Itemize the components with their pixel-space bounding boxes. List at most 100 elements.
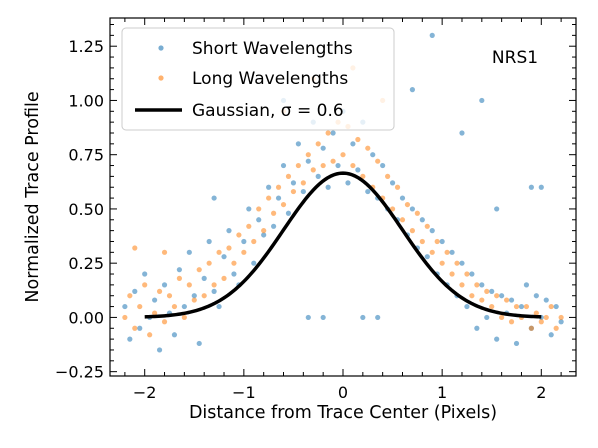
- long-wavelength-point: [280, 201, 287, 208]
- long-wavelength-point: [271, 210, 277, 216]
- long-wavelength-point: [231, 260, 237, 266]
- short-wavelength-point: [226, 228, 232, 234]
- short-wavelength-point: [335, 162, 341, 169]
- long-wavelength-point: [454, 260, 460, 266]
- short-wavelength-point: [533, 293, 539, 299]
- long-wavelength-point: [295, 162, 301, 169]
- long-wavelength-point: [350, 162, 356, 169]
- short-wavelength-point: [191, 293, 197, 299]
- long-wavelength-point: [429, 249, 435, 255]
- short-wavelength-point: [494, 336, 500, 342]
- short-wavelength-point: [330, 130, 336, 136]
- short-wavelength-point: [365, 188, 371, 195]
- legend: Short Wavelengths Long Wavelengths Gauss…: [121, 27, 395, 131]
- long-wavelength-point: [508, 319, 515, 325]
- short-wavelength-point: [360, 314, 366, 321]
- short-wavelength-point: [181, 303, 187, 310]
- long-wavelength-point: [261, 228, 267, 234]
- long-wavelength-point: [191, 297, 197, 303]
- x-tick-label: 1: [437, 383, 447, 402]
- y-tick-label: −0.25: [55, 363, 104, 382]
- plot-area: [122, 32, 564, 353]
- long-wavelength-point: [385, 173, 391, 179]
- long-wavelength-point: [523, 303, 530, 310]
- short-wavelength-point: [345, 180, 351, 186]
- y-tick-label: 0.50: [68, 200, 104, 219]
- long-wavelength-point: [152, 310, 158, 316]
- long-wavelength-point: [553, 325, 559, 331]
- short-wavelength-point: [459, 130, 465, 136]
- long-wavelength-point: [513, 303, 520, 310]
- legend-box: [121, 27, 395, 131]
- long-wavelength-point: [479, 297, 485, 303]
- legend-marker-short: [158, 45, 164, 51]
- short-wavelength-point: [275, 195, 282, 201]
- short-wavelength-point: [186, 249, 192, 255]
- long-wavelength-point: [414, 210, 420, 216]
- long-wavelength-point: [320, 162, 326, 169]
- long-wavelength-point: [305, 152, 311, 158]
- short-wavelength-point: [271, 223, 277, 229]
- long-wavelength-point: [300, 180, 306, 186]
- short-wavelength-point: [350, 141, 356, 147]
- short-wavelength-point: [499, 293, 505, 299]
- long-wavelength-point: [241, 249, 247, 255]
- long-wavelength-point: [340, 152, 346, 158]
- short-wavelength-point: [206, 238, 212, 245]
- long-wavelength-point: [439, 260, 445, 266]
- long-wavelength-point: [399, 217, 406, 223]
- long-wavelength-point: [196, 267, 202, 273]
- short-wavelength-point: [380, 162, 386, 169]
- annotation-label: NRS1: [492, 48, 538, 68]
- short-wavelength-point: [256, 217, 262, 223]
- short-wavelength-point: [439, 238, 445, 245]
- long-wavelength-point: [246, 223, 252, 229]
- short-wavelength-point: [320, 314, 326, 321]
- short-wavelength-point: [409, 206, 415, 212]
- short-wavelength-point: [142, 271, 148, 277]
- long-wavelength-point: [132, 325, 138, 331]
- short-wavelength-point: [419, 217, 425, 223]
- short-wavelength-point: [122, 303, 128, 310]
- long-wavelength-point: [310, 167, 316, 173]
- gaussian-line-layer: [144, 171, 542, 319]
- short-wavelength-point: [494, 206, 500, 212]
- long-wavelength-point: [266, 195, 272, 201]
- short-wavelength-point: [513, 340, 520, 347]
- long-wavelength-point: [290, 188, 297, 195]
- short-wavelength-point: [246, 206, 252, 212]
- short-wavelength-point: [201, 275, 207, 281]
- short-wavelength-point: [424, 254, 430, 260]
- short-wavelength-point: [127, 336, 133, 342]
- short-wavelength-point: [553, 303, 559, 310]
- long-wavelength-point: [494, 293, 500, 299]
- short-wavelength-point: [518, 303, 525, 310]
- short-wavelength-point: [137, 325, 143, 331]
- short-wavelength-point: [375, 314, 381, 321]
- short-wavelength-point: [320, 145, 326, 151]
- short-wavelength-point: [479, 97, 485, 104]
- short-wavelength-point: [300, 188, 306, 195]
- short-wavelength-point: [449, 249, 455, 255]
- gaussian-fit-line: [144, 171, 542, 319]
- short-wavelength-point: [280, 162, 287, 169]
- short-wavelength-point: [295, 141, 301, 147]
- short-wavelength-point: [156, 347, 163, 353]
- short-wavelength-point: [543, 297, 549, 303]
- long-wavelength-point: [122, 314, 128, 321]
- short-wavelength-point: [399, 195, 406, 201]
- short-wavelength-point: [211, 195, 217, 201]
- long-wavelength-point: [449, 271, 455, 277]
- short-wavelength-point: [389, 180, 396, 186]
- short-wavelength-point: [459, 260, 465, 266]
- long-wavelength-point: [221, 275, 227, 281]
- short-wavelength-point: [484, 314, 490, 321]
- long-wavelength-point: [206, 260, 212, 266]
- x-tick-label: 0: [338, 383, 348, 402]
- long-wavelength-point: [211, 282, 217, 288]
- y-axis-label: Normalized Trace Profile: [23, 91, 43, 302]
- long-wavelength-point: [176, 275, 182, 281]
- y-tick-label: 0.25: [68, 254, 104, 273]
- short-wavelength-point: [152, 297, 158, 303]
- long-wavelength-point: [201, 293, 207, 299]
